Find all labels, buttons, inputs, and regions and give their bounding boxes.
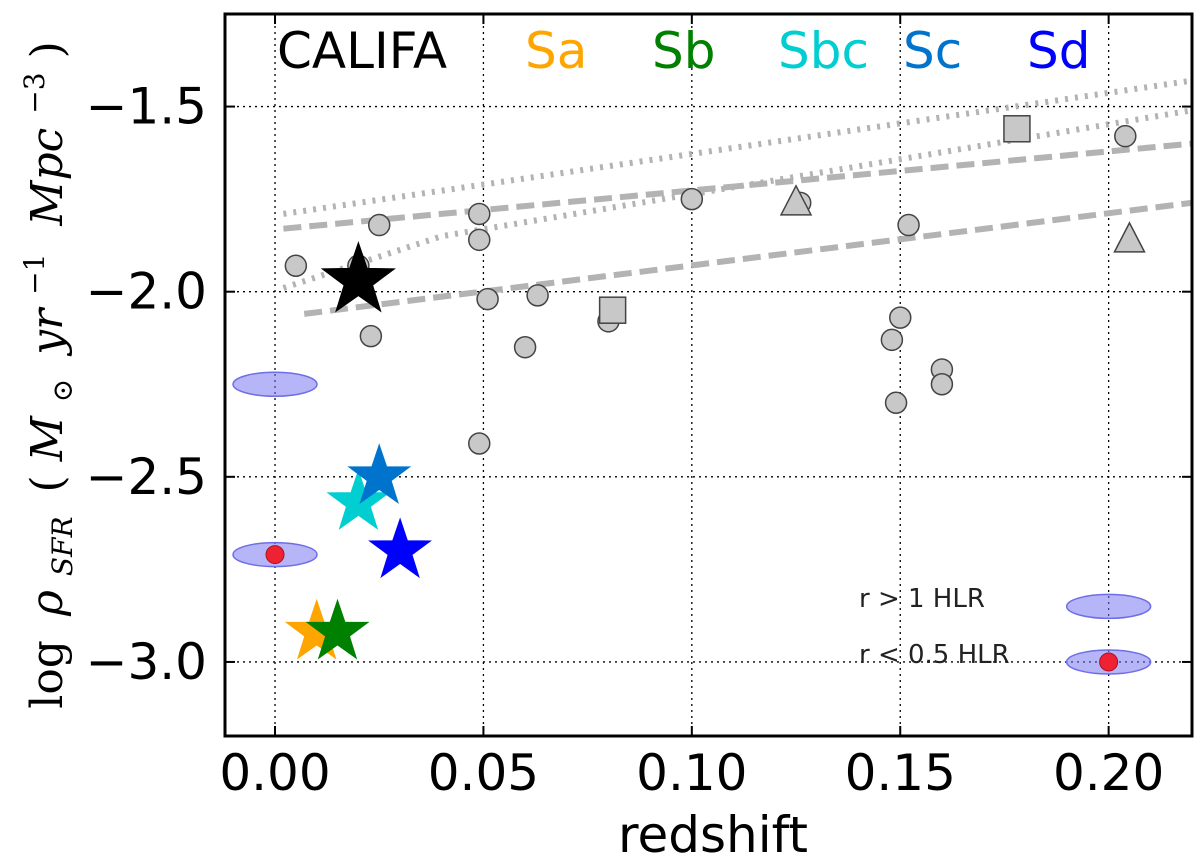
- grid: [225, 14, 1192, 736]
- star-califa: [320, 241, 396, 313]
- data-points: [284, 115, 1146, 455]
- y-tick-label-1: −2.5: [86, 448, 207, 506]
- reference-line-dashed-3: [303, 199, 1193, 317]
- legend-sb: Sb: [652, 22, 715, 80]
- legend-r-lt-05-hlr: r < 0.5 HLR: [859, 640, 1010, 670]
- reference-line-dotted-1: [282, 107, 1193, 291]
- legend-sd: Sd: [1027, 22, 1090, 80]
- reference-lines: [282, 77, 1193, 317]
- reference-line-dashed-2: [283, 140, 1193, 232]
- circle-point-3: [359, 324, 383, 348]
- circle-point-11: [680, 187, 704, 211]
- x-tick-label-2: 0.10: [636, 744, 747, 802]
- y-axis-label: log ρ SFR ( M ⊙ yr −1 Mpc −3 ): [4, 41, 83, 709]
- circle-point-14: [888, 306, 912, 329]
- circle-point-8: [513, 335, 537, 359]
- circle-point-2: [367, 213, 391, 237]
- y-label-mpc-exp: −3: [18, 72, 51, 113]
- y-label-mpc: Mpc: [22, 128, 73, 227]
- star-sd: [368, 517, 433, 579]
- star-sc: [347, 443, 412, 504]
- circle-point-6: [476, 287, 499, 311]
- star-sb: [305, 598, 370, 660]
- circle-point-0: [284, 254, 308, 278]
- triangle-point-1: [1113, 221, 1146, 253]
- califa-stars: [284, 241, 433, 660]
- square-point-0: [598, 296, 627, 324]
- y-label-log: log: [22, 640, 73, 709]
- top-legend: CALIFA Sa Sb Sbc Sc Sd: [277, 22, 1090, 80]
- legend-califa: CALIFA: [277, 22, 447, 80]
- y-tick-label-0: −3.0: [86, 633, 207, 691]
- legend-sa: Sa: [525, 22, 587, 80]
- y-label-open-paren: (: [22, 475, 73, 492]
- circle-point-19: [1114, 124, 1137, 148]
- ellipse-marker-0: [232, 371, 318, 398]
- star-sbc: [326, 469, 391, 530]
- red-dot-marker-3: [1099, 652, 1119, 672]
- plot-frame: [223, 12, 1194, 738]
- axis-ticks: 0.00 0.05 0.10 0.15 0.20 −3.0 −2.5 −2.0 −1.5: [86, 14, 1192, 802]
- square-point-1: [1003, 115, 1031, 143]
- y-tick-label-2: −2.0: [86, 263, 207, 321]
- y-label-sun: ⊙: [46, 379, 79, 402]
- y-label-sfr: SFR: [46, 516, 79, 576]
- circle-point-7: [468, 432, 491, 455]
- x-tick-label-4: 0.20: [1053, 744, 1164, 802]
- x-axis-label: redshift: [618, 806, 808, 864]
- circle-point-9: [526, 284, 549, 307]
- y-label-yr-exp: −1: [18, 254, 51, 295]
- legend-sc: Sc: [903, 22, 962, 80]
- legend-r-gt-1-hlr: r > 1 HLR: [859, 584, 985, 614]
- circle-point-4: [468, 202, 491, 226]
- right-legend: r > 1 HLR r < 0.5 HLR: [859, 584, 1010, 670]
- reference-line-dotted-0: [282, 77, 1193, 217]
- ellipse-marker-2: [1065, 593, 1152, 620]
- legend-sbc: Sbc: [778, 22, 869, 80]
- triangle-point-0: [779, 184, 813, 216]
- circle-point-18: [930, 373, 954, 396]
- circle-point-13: [880, 328, 904, 352]
- ellipse-markers: [232, 371, 1152, 675]
- circle-point-5: [468, 228, 491, 252]
- circle-point-16: [884, 391, 908, 415]
- x-tick-label-1: 0.05: [428, 744, 539, 802]
- x-tick-label-0: 0.00: [219, 744, 330, 802]
- x-tick-label-3: 0.15: [845, 744, 956, 802]
- red-dot-marker-1: [265, 545, 285, 565]
- y-label-m: M: [22, 415, 73, 462]
- y-label-yr: yr: [22, 306, 73, 357]
- y-label-rho: ρ: [22, 590, 73, 617]
- circle-point-15: [897, 213, 920, 237]
- y-tick-label-3: −1.5: [86, 78, 207, 136]
- y-label-close-paren: ): [22, 41, 73, 58]
